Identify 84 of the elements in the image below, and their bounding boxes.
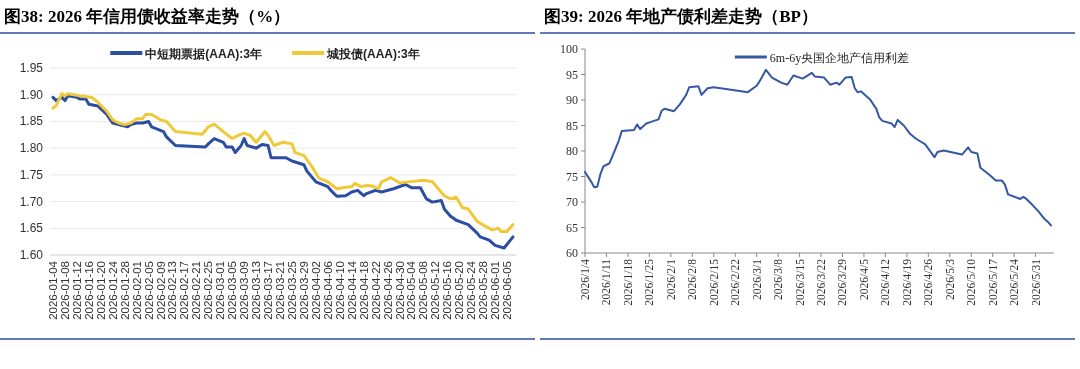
y-tick-label: 1.85 — [19, 114, 44, 129]
y-tick-label: 85 — [566, 118, 578, 133]
x-tick-label: 2026-04-22 — [369, 261, 382, 320]
x-tick-label: 2026/2/1 — [664, 258, 677, 300]
y-tick-label: 65 — [566, 220, 578, 235]
y-tick-label: 1.70 — [19, 194, 44, 209]
x-tick-label: 2026-03-25 — [285, 261, 298, 320]
x-tick-label: 2026/3/22 — [815, 258, 828, 306]
x-tick-label: 2026-01-28 — [118, 261, 131, 320]
x-tick-label: 2026/3/8 — [772, 258, 785, 300]
y-tick-label: 1.60 — [19, 248, 44, 262]
chart-title: 图39: 2026 年地产债利差走势（BP） — [544, 7, 818, 26]
x-tick-label: 2026-05-12 — [429, 261, 442, 320]
x-tick-label: 2026/3/1 — [750, 258, 763, 300]
x-tick-label: 2026-01-16 — [82, 261, 95, 320]
y-tick-label: 1.80 — [19, 141, 44, 156]
line-series — [584, 68, 1052, 227]
x-tick-label: 2026-04-26 — [381, 261, 394, 320]
x-tick-label: 2026-01-04 — [46, 260, 59, 320]
y-tick-label: 1.75 — [19, 167, 44, 182]
x-tick-label: 2026-05-08 — [417, 261, 430, 320]
x-tick-label: 2026-05-20 — [453, 261, 466, 320]
x-tick-label: 2026-04-02 — [309, 261, 322, 320]
y-tick-label: 1.90 — [19, 87, 44, 102]
x-tick-label: 2026/1/11 — [600, 258, 613, 306]
x-tick-label: 2026/5/3 — [943, 258, 956, 300]
x-tick-label: 2026/1/4 — [579, 258, 591, 300]
x-tick-label: 2026-06-01 — [489, 261, 502, 320]
x-tick-label: 2026/2/22 — [729, 258, 742, 306]
x-tick-label: 2026-05-16 — [441, 261, 454, 320]
legend-label: 6m-6y央国企地产信用利差 — [769, 50, 910, 65]
x-tick-label: 2026-03-21 — [274, 261, 287, 320]
x-tick-label: 2026-03-01 — [214, 261, 227, 320]
y-tick-label: 100 — [560, 42, 578, 56]
x-tick-label: 2026-05-04 — [405, 260, 418, 320]
y-tick-label: 1.95 — [19, 61, 44, 75]
x-tick-label: 2026-01-20 — [94, 261, 107, 320]
x-tick-label: 2026/4/5 — [857, 258, 870, 300]
x-tick-label: 2026-03-13 — [250, 261, 263, 320]
x-tick-label: 2026-04-18 — [357, 261, 370, 320]
y-tick-label: 90 — [566, 93, 578, 107]
y-tick-label: 1.65 — [19, 221, 44, 236]
x-tick-label: 2026-04-30 — [393, 261, 406, 320]
x-tick-label: 2026/4/26 — [922, 258, 935, 306]
legend-label: 中短期票据(AAA):3年 — [145, 46, 262, 61]
legend-label: 城投债(AAA):3年 — [326, 46, 420, 61]
x-tick-label: 2026/1/25 — [643, 258, 656, 306]
y-tick-label: 75 — [566, 169, 578, 184]
x-tick-label: 2026/1/18 — [621, 258, 634, 306]
x-tick-label: 2026/5/24 — [1008, 258, 1021, 306]
x-tick-label: 2026-03-09 — [238, 261, 251, 320]
x-tick-label: 2026-01-08 — [58, 261, 71, 320]
x-tick-label: 2026-05-28 — [477, 261, 490, 320]
x-tick-label: 2026-02-09 — [154, 261, 167, 320]
x-tick-label: 2026-03-05 — [226, 261, 239, 320]
x-tick-label: 2026-02-17 — [178, 261, 191, 320]
x-tick-label: 2026-05-24 — [465, 260, 478, 320]
chart-title: 图38: 2026 年信用债收益率走势（%） — [4, 7, 291, 26]
x-tick-label: 2026-04-06 — [321, 261, 334, 320]
x-tick-label: 2026-03-17 — [262, 261, 275, 320]
x-tick-label: 2026-02-21 — [190, 261, 203, 320]
x-tick-label: 2026-04-14 — [345, 260, 358, 320]
y-tick-label: 70 — [566, 195, 578, 209]
y-tick-label: 95 — [566, 67, 578, 82]
x-tick-label: 2026-01-12 — [70, 261, 83, 320]
x-tick-label: 2026/4/12 — [879, 258, 892, 306]
x-tick-label: 2026/5/17 — [986, 258, 999, 306]
x-tick-label: 2026-02-25 — [202, 261, 215, 320]
x-tick-label: 2026/5/10 — [965, 258, 978, 306]
x-tick-label: 2026-02-05 — [142, 261, 155, 320]
x-tick-label: 2026/5/31 — [1029, 258, 1042, 306]
x-tick-label: 2026/2/8 — [686, 258, 699, 300]
x-tick-label: 2026/3/15 — [793, 258, 806, 306]
y-tick-label: 60 — [566, 246, 578, 260]
x-tick-label: 2026-04-10 — [333, 261, 346, 320]
x-tick-label: 2026-03-29 — [297, 261, 310, 320]
x-tick-label: 2026/4/19 — [900, 258, 913, 306]
x-tick-label: 2026-01-24 — [106, 260, 119, 320]
x-tick-label: 2026/3/29 — [836, 258, 849, 306]
x-tick-label: 2026-06-05 — [501, 261, 514, 320]
y-tick-label: 80 — [566, 144, 578, 158]
x-tick-label: 2026/2/15 — [707, 258, 720, 306]
x-tick-label: 2026-02-13 — [166, 261, 179, 320]
x-tick-label: 2026-02-01 — [130, 261, 143, 320]
